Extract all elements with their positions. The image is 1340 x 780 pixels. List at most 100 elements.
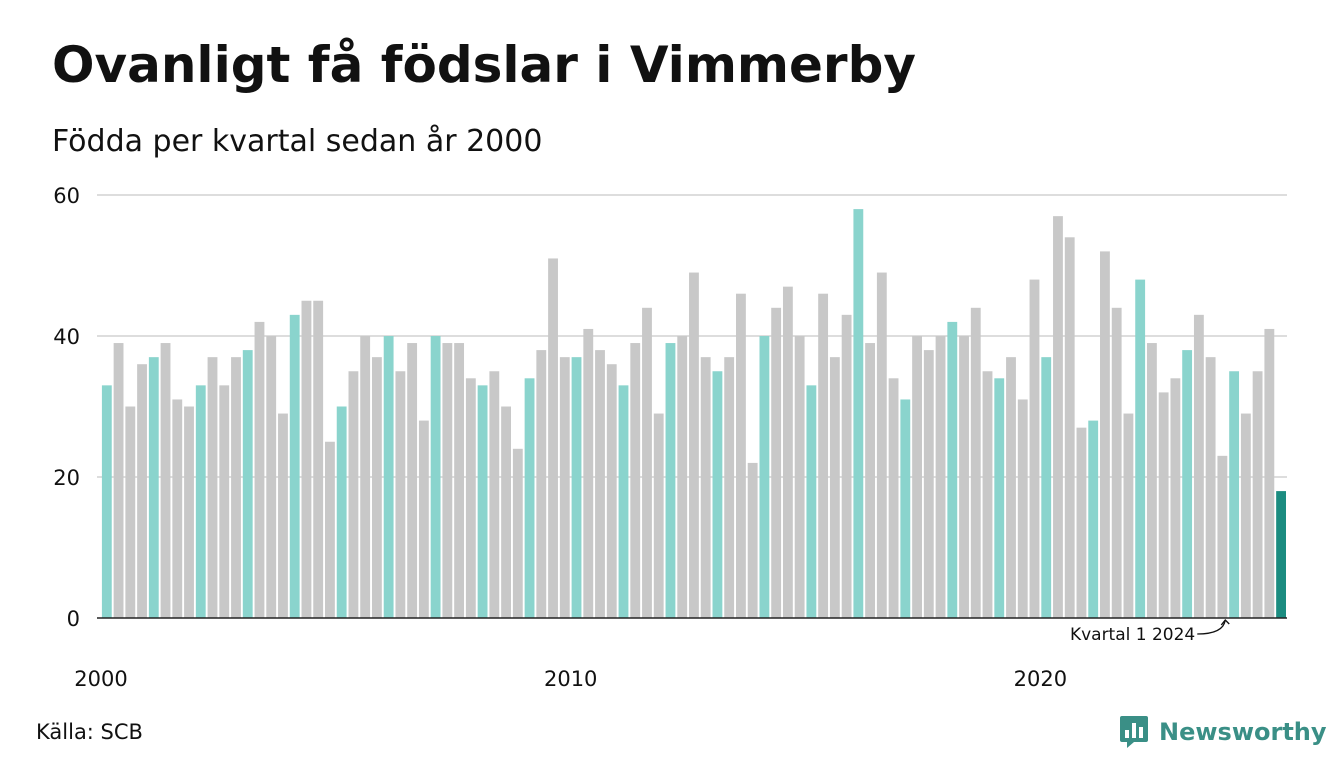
- bar: [1217, 455, 1228, 618]
- bar: [254, 321, 265, 618]
- bar: [172, 399, 183, 618]
- bar: [1146, 343, 1157, 618]
- bar: [336, 406, 347, 618]
- bar: [1170, 378, 1181, 618]
- bar: [1193, 314, 1204, 618]
- bar: [113, 343, 124, 618]
- bar: [630, 343, 641, 618]
- bar: [1182, 350, 1193, 618]
- x-tick-label: 2000: [74, 667, 127, 691]
- x-tick-label: 2010: [544, 667, 597, 691]
- bar: [1240, 413, 1251, 618]
- bar: [231, 357, 241, 618]
- bar: [1158, 392, 1169, 618]
- bar: [242, 350, 253, 618]
- bar: [1276, 491, 1286, 618]
- bar: [1135, 279, 1146, 618]
- bar: [278, 413, 288, 618]
- bar: [689, 272, 699, 618]
- bar: [195, 385, 206, 618]
- bar: [548, 258, 558, 618]
- bar: [970, 307, 981, 618]
- bar: [1076, 427, 1087, 618]
- bar: [301, 300, 312, 618]
- bar: [1041, 357, 1052, 618]
- bar: [806, 385, 817, 618]
- bar: [1029, 279, 1040, 618]
- bar: [313, 300, 324, 618]
- annotation-arrow-icon: [1197, 619, 1230, 635]
- source-note: Källa: SCB: [36, 720, 143, 744]
- bar: [360, 336, 371, 618]
- bar: [395, 371, 406, 618]
- bar: [266, 336, 277, 618]
- newsworthy-logo-icon: [1120, 716, 1148, 748]
- bar: [207, 357, 218, 618]
- bar: [125, 406, 136, 618]
- bar: [1229, 371, 1240, 618]
- bar: [418, 420, 429, 618]
- bar: [782, 286, 793, 618]
- bar: [512, 448, 523, 618]
- bar: [947, 321, 958, 618]
- bar: [595, 350, 605, 618]
- bar: [477, 385, 488, 618]
- brand-name: Newsworthy: [1159, 718, 1327, 746]
- bar: [700, 357, 711, 618]
- bar: [935, 336, 946, 618]
- bar: [923, 350, 934, 618]
- bar: [771, 307, 782, 618]
- y-tick-label: 40: [53, 325, 80, 349]
- bar: [184, 406, 194, 618]
- bar: [571, 357, 582, 618]
- bar: [1111, 307, 1122, 618]
- bar: [430, 336, 441, 618]
- bar: [712, 371, 723, 618]
- y-tick-label: 0: [67, 607, 80, 631]
- axis-labels: 0 20 40 60 2000 2010 2020: [53, 184, 1067, 691]
- bar: [383, 336, 394, 618]
- bar: [289, 314, 300, 618]
- bar: [982, 371, 993, 618]
- bar: [489, 371, 500, 618]
- bar: [606, 364, 617, 618]
- bar: [1006, 357, 1016, 618]
- bar: [994, 378, 1005, 618]
- bar: [900, 399, 911, 618]
- bar: [442, 343, 453, 618]
- bar: [735, 293, 746, 618]
- bar: [501, 406, 511, 618]
- bar: [1017, 399, 1028, 618]
- bar: [618, 385, 629, 618]
- bar: [876, 272, 887, 618]
- chart-title: Ovanligt få födslar i Vimmerby: [52, 36, 916, 94]
- bar: [642, 307, 652, 618]
- bar: [371, 357, 382, 618]
- bar: [1088, 420, 1099, 618]
- bar: [465, 378, 476, 618]
- bar: [101, 385, 112, 618]
- bar: [148, 357, 159, 618]
- bar: [348, 371, 359, 618]
- bar: [888, 378, 899, 618]
- bar: [1053, 216, 1063, 618]
- bar: [1123, 413, 1134, 618]
- bar: [747, 462, 758, 618]
- bar: [559, 357, 570, 618]
- annotation: Kvartal 1 2024: [1070, 619, 1230, 645]
- bar: [137, 364, 147, 618]
- bar: [160, 343, 171, 618]
- bar: [853, 209, 864, 618]
- bar: [1100, 251, 1110, 618]
- bar: [865, 343, 876, 618]
- y-tick-label: 60: [53, 184, 80, 208]
- bar: [959, 336, 969, 618]
- bar: [759, 336, 770, 618]
- bar: [794, 336, 805, 618]
- bar: [724, 357, 735, 618]
- bar: [1252, 371, 1263, 618]
- bar: [536, 350, 547, 618]
- x-tick-label: 2020: [1014, 667, 1067, 691]
- y-tick-label: 20: [53, 466, 80, 490]
- bar: [818, 293, 829, 618]
